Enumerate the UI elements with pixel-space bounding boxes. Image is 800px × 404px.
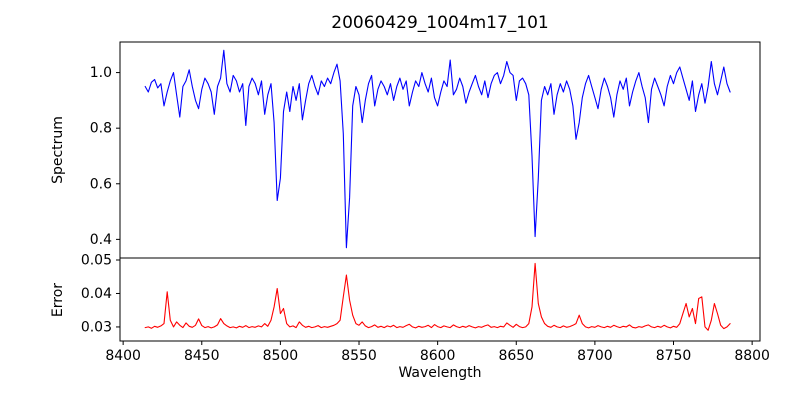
spectrum-y-axis-label: Spectrum [50,116,66,184]
series-layer [144,49,731,331]
x-tick-label: 8650 [498,348,534,364]
axes-spine [119,41,761,259]
x-tick-label: 8750 [656,348,692,364]
x-tick-label: 8550 [341,348,377,364]
error-y-axis-label: Error [50,283,66,317]
y-tick-label: 0.6 [90,176,112,192]
x-axis-label: Wavelength [398,365,481,381]
x-tick-label: 8600 [420,348,456,364]
y-tick-label: 0.4 [90,232,112,248]
x-tick-label: 8500 [263,348,299,364]
y-tick-label: 0.04 [81,286,112,302]
y-tick-label: 0.03 [81,319,112,335]
spectrum-line [144,49,731,249]
x-tick-label: 8400 [105,348,141,364]
chart-title: 20060429_1004m17_101 [331,13,548,33]
y-tick-label: 1.0 [90,65,112,81]
x-tick-label: 8700 [577,348,613,364]
y-tick-label: 0.8 [90,121,112,137]
y-tick-label: 0.05 [81,253,112,269]
axes-spine [119,257,761,342]
error-line [144,262,731,331]
axes-layer: 0.4 0.6 0.8 1.0 0.03 0.04 0.05 8400 8450 8500 8550… [81,41,770,364]
x-tick-label: 8450 [184,348,220,364]
x-tick-label: 8800 [734,348,770,364]
